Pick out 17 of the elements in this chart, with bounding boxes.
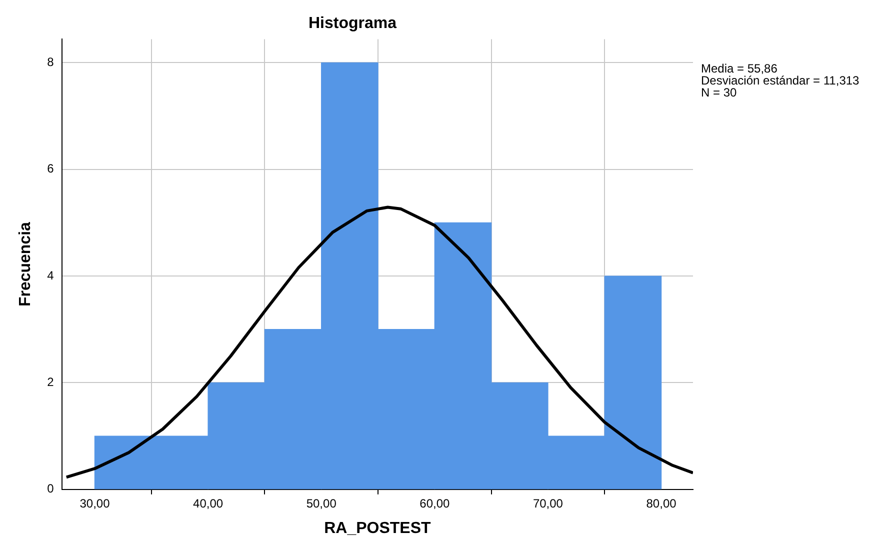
x-tick-label: 50,00 [306,496,337,511]
x-tick-label: 40,00 [193,496,224,511]
text: Desviación estándar = 11,313 [701,74,860,88]
y-axis-title: Frecuencia [17,222,34,307]
x-axis-title: RA_POSTEST [324,520,432,537]
chart-title: Histograma [308,15,397,32]
x-tick-label: 60,00 [420,496,450,511]
y-tick-label: 0 [47,482,54,496]
y-tick-label: 6 [47,162,54,176]
text: N = 30 [701,86,738,100]
x-tick-label: 80,00 [646,496,677,511]
x-tick-label: 70,00 [532,496,564,511]
text: Media = 55,86 [701,62,778,76]
y-tick-label: 4 [47,268,54,282]
y-tick-label: 2 [47,375,54,390]
y-tick-label: 8 [47,54,54,69]
x-tick-label: 30,00 [80,496,110,511]
